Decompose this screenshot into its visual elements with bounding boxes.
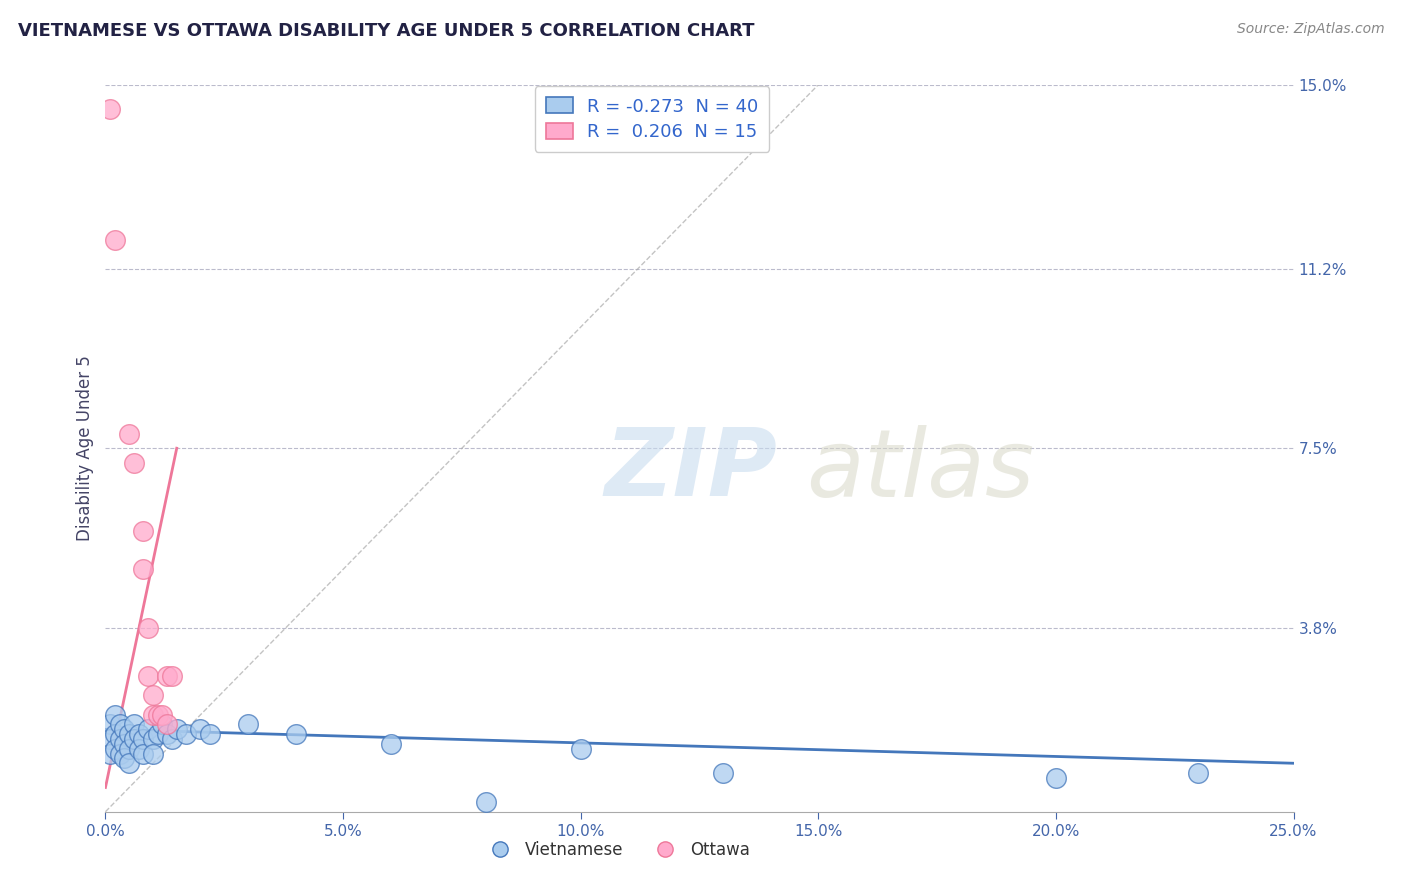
Point — [156, 727, 179, 741]
Point — [152, 717, 174, 731]
Point — [108, 717, 131, 731]
Point — [98, 731, 121, 746]
Point — [108, 747, 131, 761]
Point — [132, 562, 155, 576]
Point — [132, 524, 155, 538]
Text: Source: ZipAtlas.com: Source: ZipAtlas.com — [1237, 22, 1385, 37]
Point — [128, 727, 150, 741]
Text: atlas: atlas — [807, 425, 1035, 516]
Point — [142, 731, 165, 746]
Point — [132, 731, 155, 746]
Point — [132, 747, 155, 761]
Point — [122, 717, 145, 731]
Point — [152, 707, 174, 722]
Point — [128, 741, 150, 756]
Point — [142, 689, 165, 703]
Point — [174, 727, 197, 741]
Point — [474, 795, 496, 809]
Point — [114, 723, 136, 737]
Point — [118, 426, 141, 441]
Point — [160, 669, 183, 683]
Point — [198, 727, 221, 741]
Text: VIETNAMESE VS OTTAWA DISABILITY AGE UNDER 5 CORRELATION CHART: VIETNAMESE VS OTTAWA DISABILITY AGE UNDE… — [18, 22, 755, 40]
Point — [142, 747, 165, 761]
Point — [146, 707, 169, 722]
Point — [711, 766, 734, 780]
Point — [156, 669, 179, 683]
Point — [236, 717, 259, 731]
Text: ZIP: ZIP — [605, 424, 778, 516]
Y-axis label: Disability Age Under 5: Disability Age Under 5 — [76, 355, 94, 541]
Point — [142, 707, 165, 722]
Point — [104, 727, 127, 741]
Point — [122, 456, 145, 470]
Point — [146, 727, 169, 741]
Point — [569, 741, 592, 756]
Point — [160, 731, 183, 746]
Point — [104, 233, 127, 247]
Point — [98, 102, 121, 116]
Point — [1187, 766, 1209, 780]
Point — [118, 756, 141, 771]
Point — [136, 621, 159, 635]
Point — [98, 747, 121, 761]
Point — [108, 731, 131, 746]
Point — [114, 751, 136, 765]
Point — [118, 741, 141, 756]
Point — [118, 727, 141, 741]
Point — [1045, 771, 1067, 785]
Point — [166, 723, 188, 737]
Point — [136, 669, 159, 683]
Point — [98, 717, 121, 731]
Point — [104, 707, 127, 722]
Point — [284, 727, 307, 741]
Point — [104, 741, 127, 756]
Legend: Vietnamese, Ottawa: Vietnamese, Ottawa — [477, 834, 756, 865]
Point — [380, 737, 402, 751]
Point — [190, 723, 212, 737]
Point — [136, 723, 159, 737]
Point — [122, 731, 145, 746]
Point — [156, 717, 179, 731]
Point — [114, 737, 136, 751]
